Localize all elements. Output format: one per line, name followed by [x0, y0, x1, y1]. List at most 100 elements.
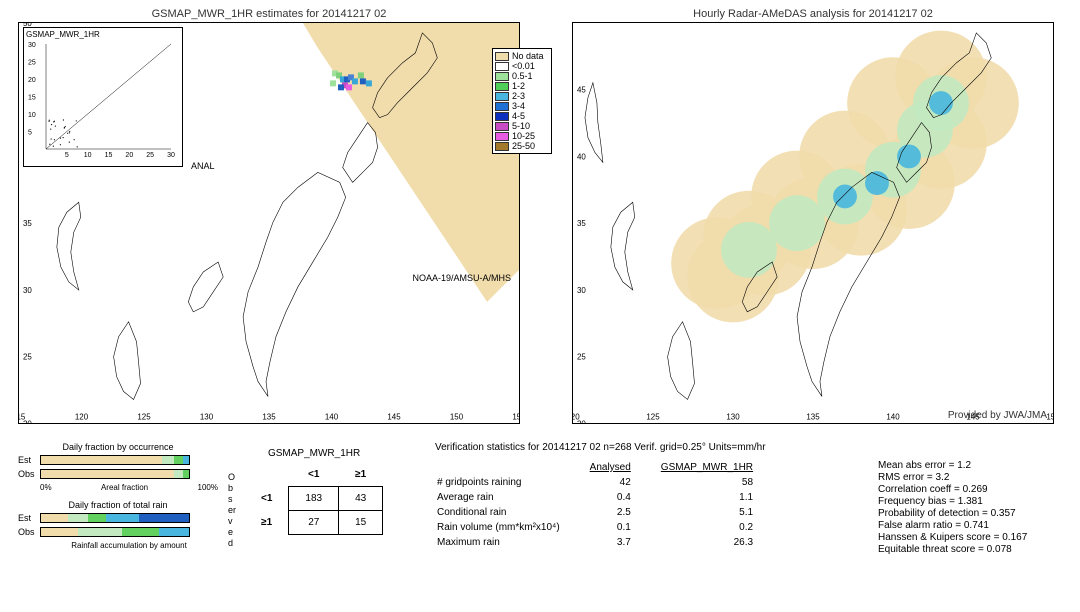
legend-swatch	[495, 82, 509, 91]
legend-swatch	[495, 62, 509, 71]
contingency-title: GSMAP_MWR_1HR	[245, 448, 383, 459]
legend-item: 2-3	[495, 91, 549, 101]
svg-text:20: 20	[577, 419, 586, 423]
bar-segment	[41, 514, 68, 522]
fraction-bar	[40, 527, 190, 537]
svg-text:10: 10	[28, 112, 36, 119]
svg-text:20: 20	[28, 77, 36, 84]
legend-label: 25-50	[509, 141, 535, 151]
observed-label-v: Observed	[228, 472, 238, 549]
legend-item: 3-4	[495, 101, 549, 111]
legend-item: 1-2	[495, 81, 549, 91]
bar-segment	[41, 470, 174, 478]
svg-text:25: 25	[28, 60, 36, 67]
gsmap-val: 5.1	[641, 506, 761, 519]
svg-text:45: 45	[577, 86, 586, 95]
analysed-val: 2.5	[570, 506, 639, 519]
left-map-title: GSMAP_MWR_1HR estimates for 20141217 02	[18, 8, 520, 20]
legend-swatch	[495, 112, 509, 121]
legend-label: 3-4	[509, 101, 525, 111]
right-map-title: Hourly Radar-AMeDAS analysis for 2014121…	[572, 8, 1054, 20]
svg-text:40: 40	[577, 152, 586, 161]
axis-100pct: 100%	[198, 483, 218, 492]
metric-name: Average rain	[437, 491, 568, 504]
svg-text:130: 130	[726, 412, 740, 421]
legend-label: 4-5	[509, 111, 525, 121]
analysed-val: 0.1	[570, 521, 639, 534]
satellite-label: NOAA-19/AMSU-A/MHS	[412, 273, 511, 283]
svg-text:5: 5	[65, 152, 69, 159]
bar-segment	[139, 514, 189, 522]
bar-segment	[183, 470, 189, 478]
metric-line: False alarm ratio = 0.741	[878, 520, 1027, 531]
legend-swatch	[495, 142, 509, 151]
svg-text:15: 15	[105, 152, 113, 159]
bar-segment	[183, 456, 189, 464]
legend-item: 10-25	[495, 131, 549, 141]
svg-text:130: 130	[200, 412, 214, 421]
svg-text:10: 10	[84, 152, 92, 159]
cell-c: 27	[289, 511, 339, 535]
right-map: 120125130135140145150 202530354045 Provi…	[572, 22, 1054, 424]
bar-segment	[68, 514, 89, 522]
metric-line: Hanssen & Kuipers score = 0.167	[878, 532, 1027, 543]
fraction-label: Obs	[18, 527, 40, 537]
analysed-val: 42	[570, 476, 639, 489]
svg-text:15: 15	[28, 95, 36, 102]
fraction-label: Obs	[18, 469, 40, 479]
verification-row: # gridpoints raining4258	[437, 476, 761, 489]
svg-text:5: 5	[28, 130, 32, 137]
svg-text:25: 25	[23, 353, 32, 362]
verification-table: AnalysedGSMAP_MWR_1HR # gridpoints raini…	[435, 459, 763, 551]
legend-label: 2-3	[509, 91, 525, 101]
metric-name: Maximum rain	[437, 536, 568, 549]
bar-segment	[122, 528, 159, 536]
gsmap-val: 58	[641, 476, 761, 489]
cell-b: 43	[339, 487, 383, 511]
occurrence-title: Daily fraction by occurrence	[18, 442, 218, 452]
occurrence-axis: Areal fraction	[101, 483, 148, 492]
metric-line: Equitable threat score = 0.078	[878, 544, 1027, 555]
legend-swatch	[495, 102, 509, 111]
svg-text:25: 25	[146, 152, 154, 159]
svg-text:125: 125	[646, 412, 660, 421]
legend-swatch	[495, 92, 509, 101]
legend-item: 25-50	[495, 141, 549, 151]
bar-segment	[174, 470, 183, 478]
x-axis-ticks: 115120125130135140145150155	[19, 412, 519, 421]
svg-text:30: 30	[577, 286, 586, 295]
gsmap-val: 1.1	[641, 491, 761, 504]
contingency-table: <1≥1 <118343 ≥12715	[245, 463, 383, 535]
fraction-bar	[40, 469, 190, 479]
contingency-panel: GSMAP_MWR_1HR <1≥1 <118343 ≥12715	[245, 448, 383, 535]
cell-a: 183	[289, 487, 339, 511]
right-map-svg: 120125130135140145150 202530354045	[573, 23, 1053, 423]
verification-row: Average rain0.41.1	[437, 491, 761, 504]
legend-item: 0.5-1	[495, 71, 549, 81]
anal-label: ANAL	[191, 161, 215, 171]
analysed-val: 3.7	[570, 536, 639, 549]
legend-swatch	[495, 122, 509, 131]
svg-text:35: 35	[23, 219, 32, 228]
legend-item: 5-10	[495, 121, 549, 131]
svg-text:135: 135	[806, 412, 820, 421]
svg-text:20: 20	[23, 419, 32, 423]
fraction-bar	[40, 513, 190, 523]
svg-text:140: 140	[325, 412, 339, 421]
svg-text:35: 35	[577, 219, 586, 228]
fraction-bar	[40, 455, 190, 465]
legend-item: No data	[495, 51, 549, 61]
color-legend: No data<0.010.5-11-22-33-44-55-1010-2525…	[492, 48, 552, 154]
fraction-row: Obs	[18, 527, 218, 537]
svg-text:150: 150	[450, 412, 464, 421]
bar-segment	[78, 528, 122, 536]
svg-text:30: 30	[28, 42, 36, 49]
bar-segment	[41, 528, 78, 536]
metric-name: Conditional rain	[437, 506, 568, 519]
verification-header: Verification statistics for 20141217 02 …	[435, 442, 855, 453]
legend-label: 1-2	[509, 81, 525, 91]
analysed-val: 0.4	[570, 491, 639, 504]
svg-text:120: 120	[75, 412, 89, 421]
legend-label: No data	[509, 51, 544, 61]
metric-line: RMS error = 3.2	[878, 472, 1027, 483]
